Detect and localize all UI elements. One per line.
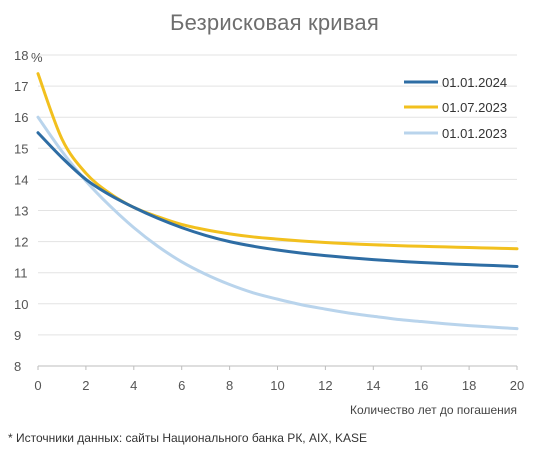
- y-axis-ticks: 8 9 10 11 12 13 14 15 16 17 18: [14, 48, 28, 374]
- y-tick-label: 8: [14, 359, 21, 374]
- source-footnote: * Источники данных: сайты Национального …: [8, 431, 367, 445]
- series-line-01.01.2023: [36, 115, 519, 331]
- y-tick-label: 11: [14, 266, 28, 281]
- y-tick-label: 17: [14, 79, 28, 94]
- y-axis-unit: %: [31, 50, 43, 65]
- legend: 01.01.2024 01.07.2023 01.01.2023: [404, 75, 507, 141]
- series-lines: [36, 72, 519, 331]
- y-tick-label: 14: [14, 172, 28, 187]
- y-tick-label: 18: [14, 48, 28, 63]
- x-tick-label: 12: [318, 378, 332, 393]
- y-tick-label: 9: [14, 328, 21, 343]
- x-tick-label: 10: [270, 378, 284, 393]
- chart-title: Безрисковая кривая: [170, 10, 379, 35]
- grid-lines: [38, 54, 517, 367]
- legend-label: 01.01.2023: [442, 126, 507, 141]
- x-tick-label: 20: [510, 378, 524, 393]
- x-axis-ticks: 0 2 4 6 8 10 12 14 16 18 20: [34, 366, 524, 393]
- y-tick-label: 10: [14, 297, 28, 312]
- series-line-01.01.2024: [36, 131, 519, 268]
- x-tick-label: 0: [34, 378, 41, 393]
- legend-label: 01.07.2023: [442, 100, 507, 115]
- x-tick-label: 18: [462, 378, 476, 393]
- x-tick-label: 16: [414, 378, 428, 393]
- x-tick-label: 8: [226, 378, 233, 393]
- x-axis-title: Количество лет до погашения: [350, 403, 517, 417]
- legend-label: 01.01.2024: [442, 75, 507, 90]
- y-tick-label: 12: [14, 235, 28, 250]
- x-tick-label: 6: [178, 378, 185, 393]
- x-tick-label: 4: [130, 378, 137, 393]
- x-tick-label: 14: [366, 378, 380, 393]
- y-tick-label: 15: [14, 141, 28, 156]
- y-tick-label: 13: [14, 204, 28, 219]
- y-tick-label: 16: [14, 110, 28, 125]
- x-tick-label: 2: [82, 378, 89, 393]
